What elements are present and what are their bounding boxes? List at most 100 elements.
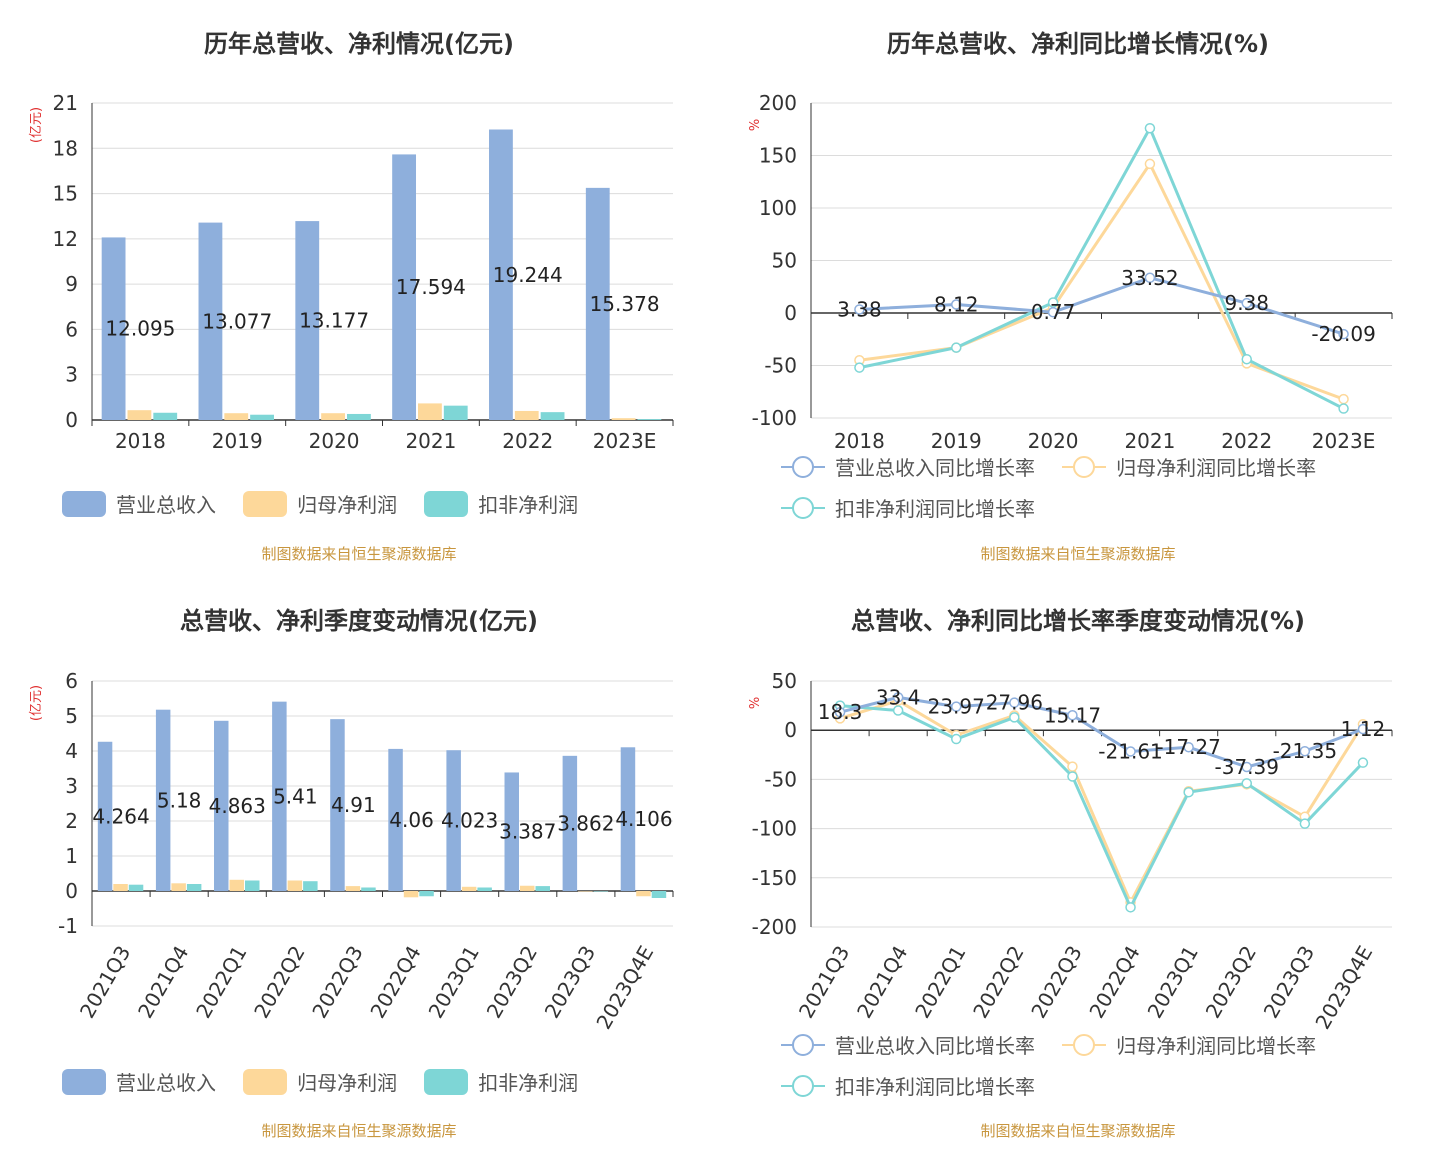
y-tick-label: 6 bbox=[65, 317, 78, 341]
data-point bbox=[1241, 761, 1252, 773]
x-tick-label: 2022Q4 bbox=[365, 942, 425, 1023]
bar-revenue bbox=[97, 741, 113, 891]
bar-revenue bbox=[585, 187, 610, 420]
legend-item-deducted-growth[interactable]: 扣非净利润同比增长率 bbox=[781, 493, 1035, 522]
legend-label: 扣非净利润 bbox=[478, 493, 579, 517]
legend-label: 营业总收入同比增长率 bbox=[835, 1034, 1035, 1058]
x-tick-label: 2023E bbox=[593, 429, 657, 453]
legend-label: 归母净利润 bbox=[297, 493, 398, 517]
x-tick-label: 2019 bbox=[931, 429, 982, 453]
x-tick-label: 2021 bbox=[405, 429, 456, 453]
legend-label: 营业总收入同比增长率 bbox=[835, 456, 1035, 480]
data-point bbox=[1144, 272, 1156, 284]
legend-item-deducted-profit[interactable]: 扣非净利润 bbox=[424, 1067, 578, 1096]
bar-deducted-profit bbox=[651, 891, 667, 898]
y-tick-label: 9 bbox=[65, 272, 78, 296]
legend-label: 归母净利润同比增长率 bbox=[1116, 1034, 1317, 1058]
bar-revenue bbox=[198, 222, 223, 420]
data-point bbox=[892, 692, 904, 703]
x-tick-label: 2021Q4 bbox=[852, 942, 912, 1023]
series-line-net-profit-growth bbox=[859, 162, 1345, 401]
quarterly-growth-chart: -200-150-100-50050%2021Q32021Q42022Q1202… bbox=[748, 669, 1393, 1033]
legend-item-net-profit-growth[interactable]: 归母净利润同比增长率 bbox=[1062, 1030, 1316, 1059]
bar-deducted-profit bbox=[443, 405, 468, 420]
x-tick-label: 2022Q1 bbox=[191, 942, 251, 1023]
legend-item-revenue[interactable]: 营业总收入 bbox=[62, 1067, 216, 1096]
y-tick-label: 200 bbox=[759, 91, 797, 115]
x-tick-label: 2022 bbox=[502, 429, 553, 453]
data-label: 13.177 bbox=[299, 309, 369, 333]
y-axis-unit: % bbox=[748, 697, 763, 709]
quarterly-revenue-profit-chart: -10123456(亿元)2021Q32021Q42022Q12022Q2202… bbox=[29, 669, 674, 1034]
y-axis-unit: (亿元) bbox=[29, 107, 44, 143]
bar-net-profit bbox=[403, 891, 419, 898]
x-tick-label: 2022Q2 bbox=[249, 942, 309, 1023]
legend-item-net-profit[interactable]: 归母净利润 bbox=[243, 1067, 397, 1096]
y-axis-unit: % bbox=[748, 119, 763, 131]
data-label: 19.244 bbox=[493, 263, 563, 287]
data-point bbox=[1009, 712, 1020, 723]
bar-revenue bbox=[295, 221, 320, 420]
bar-net-profit bbox=[287, 880, 303, 891]
data-point bbox=[1009, 697, 1020, 708]
bar-deducted-profit bbox=[244, 880, 260, 891]
data-point bbox=[1067, 710, 1078, 721]
legend-swatch bbox=[781, 1073, 825, 1099]
data-label: -37.39 bbox=[1215, 755, 1279, 779]
annual-growth-chart: -100 -50 0 50 100 150 200% 2018 2019 2020 2021 2022… bbox=[748, 91, 1393, 453]
x-tick-label: 2022Q2 bbox=[968, 942, 1028, 1023]
bar-revenue bbox=[392, 154, 417, 421]
legend-item-revenue-growth[interactable]: 营业总收入同比增长率 bbox=[781, 1030, 1035, 1059]
data-point bbox=[951, 733, 962, 745]
bar-deducted-profit bbox=[477, 887, 492, 891]
data-label: 4.06 bbox=[389, 808, 434, 832]
data-point bbox=[951, 701, 962, 712]
y-tick-label: -50 bbox=[764, 354, 797, 378]
legend-item-deducted-profit[interactable]: 扣非净利润 bbox=[424, 489, 578, 518]
data-point bbox=[1125, 902, 1136, 913]
bar-revenue bbox=[620, 747, 636, 891]
legend-item-net-profit-growth[interactable]: 归母净利润同比增长率 bbox=[1062, 452, 1316, 481]
chart-legend: 营业总收入同比增长率 归母净利润同比增长率 扣非净利润同比增长率 bbox=[781, 452, 1401, 534]
y-tick-label: 12 bbox=[53, 227, 78, 251]
legend-item-revenue-growth[interactable]: 营业总收入同比增长率 bbox=[781, 452, 1035, 481]
bar-revenue bbox=[101, 237, 126, 420]
x-tick-label: 2022Q4 bbox=[1084, 942, 1144, 1023]
legend-label: 扣非净利润 bbox=[478, 1071, 579, 1095]
x-tick-label: 2023E bbox=[1312, 429, 1376, 453]
y-tick-label: 0 bbox=[784, 718, 797, 742]
legend-item-net-profit[interactable]: 归母净利润 bbox=[243, 489, 397, 518]
legend-label: 归母净利润同比增长率 bbox=[1116, 456, 1317, 480]
data-point bbox=[892, 705, 904, 716]
x-tick-label: 2021 bbox=[1124, 429, 1175, 453]
annual-growth-panel: 历年总营收、净利同比增长情况(%) -100 -50 0 50 100 150 200% 20… bbox=[719, 0, 1437, 577]
data-label: -20.09 bbox=[1311, 322, 1375, 346]
bar-deducted-profit bbox=[346, 413, 371, 420]
data-point bbox=[1125, 746, 1136, 757]
data-label: 27.96 bbox=[986, 691, 1043, 715]
bar-net-profit bbox=[514, 410, 539, 420]
x-tick-label: 2022Q1 bbox=[910, 942, 970, 1023]
legend-item-revenue[interactable]: 营业总收入 bbox=[62, 489, 216, 518]
bar-net-profit bbox=[321, 413, 345, 420]
quarterly-revenue-profit-panel: 总营收、净利季度变动情况(亿元) -1 0 1 2 3 4 5 6 (亿元) 2021Q3 2021… bbox=[0, 577, 718, 1154]
y-tick-label: 100 bbox=[759, 196, 797, 220]
data-label: 15.17 bbox=[1044, 703, 1101, 727]
data-point bbox=[834, 706, 846, 718]
data-label: 9.38 bbox=[1224, 291, 1269, 315]
legend-swatch bbox=[1062, 454, 1107, 480]
chart-legend: 营业总收入同比增长率 归母净利润同比增长率 扣非净利润同比增长率 bbox=[781, 1030, 1401, 1112]
legend-item-deducted-growth[interactable]: 扣非净利润同比增长率 bbox=[781, 1071, 1035, 1100]
y-tick-label: 6 bbox=[65, 669, 78, 693]
bar-net-profit bbox=[636, 891, 651, 897]
y-axis-unit: (亿元) bbox=[29, 685, 44, 721]
bar-deducted-profit bbox=[419, 891, 434, 897]
y-tick-label: 0 bbox=[784, 301, 797, 325]
legend-label: 扣非净利润同比增长率 bbox=[835, 497, 1035, 521]
annual-revenue-profit-chart: 0 3 6 9 12 15 18 21 (亿元) 2018 2019 2020 2021 2022 2023… bbox=[29, 91, 674, 453]
series-line-net-profit-growth bbox=[839, 699, 1365, 904]
data-label: 4.106 bbox=[615, 807, 672, 831]
x-tick-label: 2023Q4E bbox=[591, 942, 658, 1034]
data-point bbox=[1067, 761, 1078, 772]
bar-revenue bbox=[330, 719, 345, 891]
